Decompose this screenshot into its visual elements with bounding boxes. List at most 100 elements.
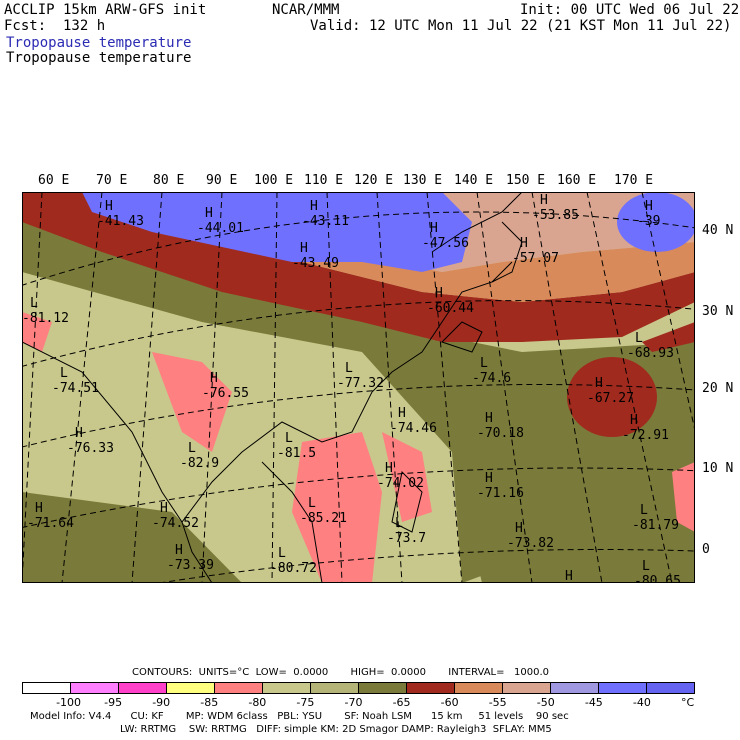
lon-label: 170 E: [614, 173, 654, 188]
colorbar-tick-label: -95: [104, 696, 123, 709]
extremum-value: -67.27: [587, 391, 634, 406]
extremum-value: -71.16: [477, 486, 524, 501]
low-marker: L: [60, 366, 68, 381]
lon-label: 130 E: [403, 173, 443, 188]
lat-label: 30 N: [702, 304, 734, 319]
init-time: Init: 00 UTC Wed 06 Jul 22: [520, 2, 740, 18]
lon-label: 120 E: [354, 173, 394, 188]
blue-blob: [617, 192, 695, 252]
blue-region: [82, 192, 472, 272]
extremum-value: -74.51: [52, 381, 99, 396]
cold-patch: [22, 312, 52, 352]
low-marker: L: [635, 331, 643, 346]
red-blob: [567, 357, 657, 437]
lon-label: 90 E: [206, 173, 238, 188]
field-title: Tropopause temperature: [6, 50, 192, 66]
high-marker: H: [485, 471, 493, 486]
high-marker: H: [515, 521, 523, 536]
extremum-value: -71.64: [27, 516, 74, 531]
extremum-value: -80.72: [270, 561, 317, 576]
lon-label: 70 E: [96, 173, 128, 188]
colorbar-tick-label: -40: [632, 696, 651, 709]
low-marker: L: [188, 441, 196, 456]
low-marker: L: [642, 559, 650, 574]
lon-label: 100 E: [254, 173, 294, 188]
high-marker: H: [398, 406, 406, 421]
low-marker: L: [395, 516, 403, 531]
high-marker: H: [430, 221, 438, 236]
contour-info: CONTOURS: UNITS=°C LOW= 0.0000 HIGH= 0.0…: [132, 667, 550, 678]
extremum-value: -44.01: [197, 221, 244, 236]
high-marker: H: [35, 501, 43, 516]
colorbar-swatch: [167, 683, 215, 693]
extremum-value: -74.46: [390, 421, 437, 436]
high-marker: H: [105, 199, 113, 214]
coastlines: [22, 192, 523, 583]
high-marker: H: [540, 193, 548, 208]
high-marker: H: [160, 501, 168, 516]
extremum-value: -76.33: [67, 441, 114, 456]
model-info-line2: LW: RRTMG SW: RRTMG DIFF: simple KM: 2D …: [120, 724, 552, 735]
colorbar-swatch: [215, 683, 263, 693]
extremum-value: -81.12: [22, 311, 69, 326]
high-marker: H: [565, 569, 573, 583]
extremum-value: -43.49: [292, 256, 339, 271]
lon-label: 110 E: [304, 173, 344, 188]
colorbar-tick-label: -55: [488, 696, 507, 709]
colorbar-swatch: [263, 683, 311, 693]
field-title-blue: Tropopause temperature: [6, 35, 192, 51]
cold-patch: [672, 462, 695, 532]
lon-label: 80 E: [153, 173, 185, 188]
colorbar-tick-label: °C: [681, 696, 695, 709]
extremum-value: -41.43: [97, 214, 144, 229]
red-streak: [642, 322, 695, 352]
low-marker: L: [278, 546, 286, 561]
low-marker: L: [285, 431, 293, 446]
high-marker: H: [75, 426, 83, 441]
high-marker: H: [205, 206, 213, 221]
extremum-value: -85.21: [300, 511, 347, 526]
colorbar-tick-label: -90: [152, 696, 171, 709]
extremum-value: -73.82: [507, 536, 554, 551]
colorbar-tick-label: -70: [344, 696, 363, 709]
extremum-value: -74.6: [472, 371, 511, 386]
high-marker: H: [630, 413, 638, 428]
lon-grid: [22, 192, 695, 583]
low-marker: L: [308, 496, 316, 511]
colorbar: [22, 682, 695, 694]
lat-label: 0: [702, 542, 710, 557]
low-marker: L: [345, 361, 353, 376]
low-marker: L: [30, 296, 38, 311]
colorbar-tick-label: -100: [56, 696, 82, 709]
extremum-value: -73.7: [387, 531, 426, 546]
colorbar-swatch: [311, 683, 359, 693]
extremum-value: -70.18: [477, 426, 524, 441]
colorbar-swatch: [71, 683, 119, 693]
colorbar-tick-label: -80: [248, 696, 267, 709]
colorbar-swatch: [551, 683, 599, 693]
cold-patch: [292, 432, 382, 583]
extremum-value: -74.02: [377, 476, 424, 491]
low-marker: L: [640, 503, 648, 518]
extremum-value: -81.5: [277, 446, 316, 461]
extremum-value: -47.56: [422, 236, 469, 251]
org-label: NCAR/MMM: [272, 2, 340, 18]
colorbar-swatch: [23, 683, 71, 693]
olive-south: [22, 492, 242, 583]
lat-label: 10 N: [702, 461, 734, 476]
extremum-value: -72.91: [622, 428, 669, 443]
extrema-labels: H-41.43H-44.01H-43.11H-43.49H-47.56H-53.…: [22, 193, 681, 583]
colorbar-tick-label: -75: [296, 696, 315, 709]
extremum-value: -60.44: [427, 301, 474, 316]
extremum-value: -53.85: [532, 208, 579, 223]
high-marker: H: [485, 411, 493, 426]
extremum-value: -74.52: [152, 516, 199, 531]
colorbar-swatch: [407, 683, 455, 693]
tropopause-temperature-map: H-41.43H-44.01H-43.11H-43.49H-47.56H-53.…: [22, 192, 695, 583]
model-info-line1: Model Info: V4.4 CU: KF MP: WDM 6class P…: [30, 711, 569, 722]
extremum-value: -81.79: [632, 518, 679, 533]
colorbar-tick-label: -65: [392, 696, 411, 709]
cold-patch: [152, 352, 232, 452]
extremum-value: -82.9: [180, 456, 219, 471]
colorbar-swatch: [599, 683, 647, 693]
